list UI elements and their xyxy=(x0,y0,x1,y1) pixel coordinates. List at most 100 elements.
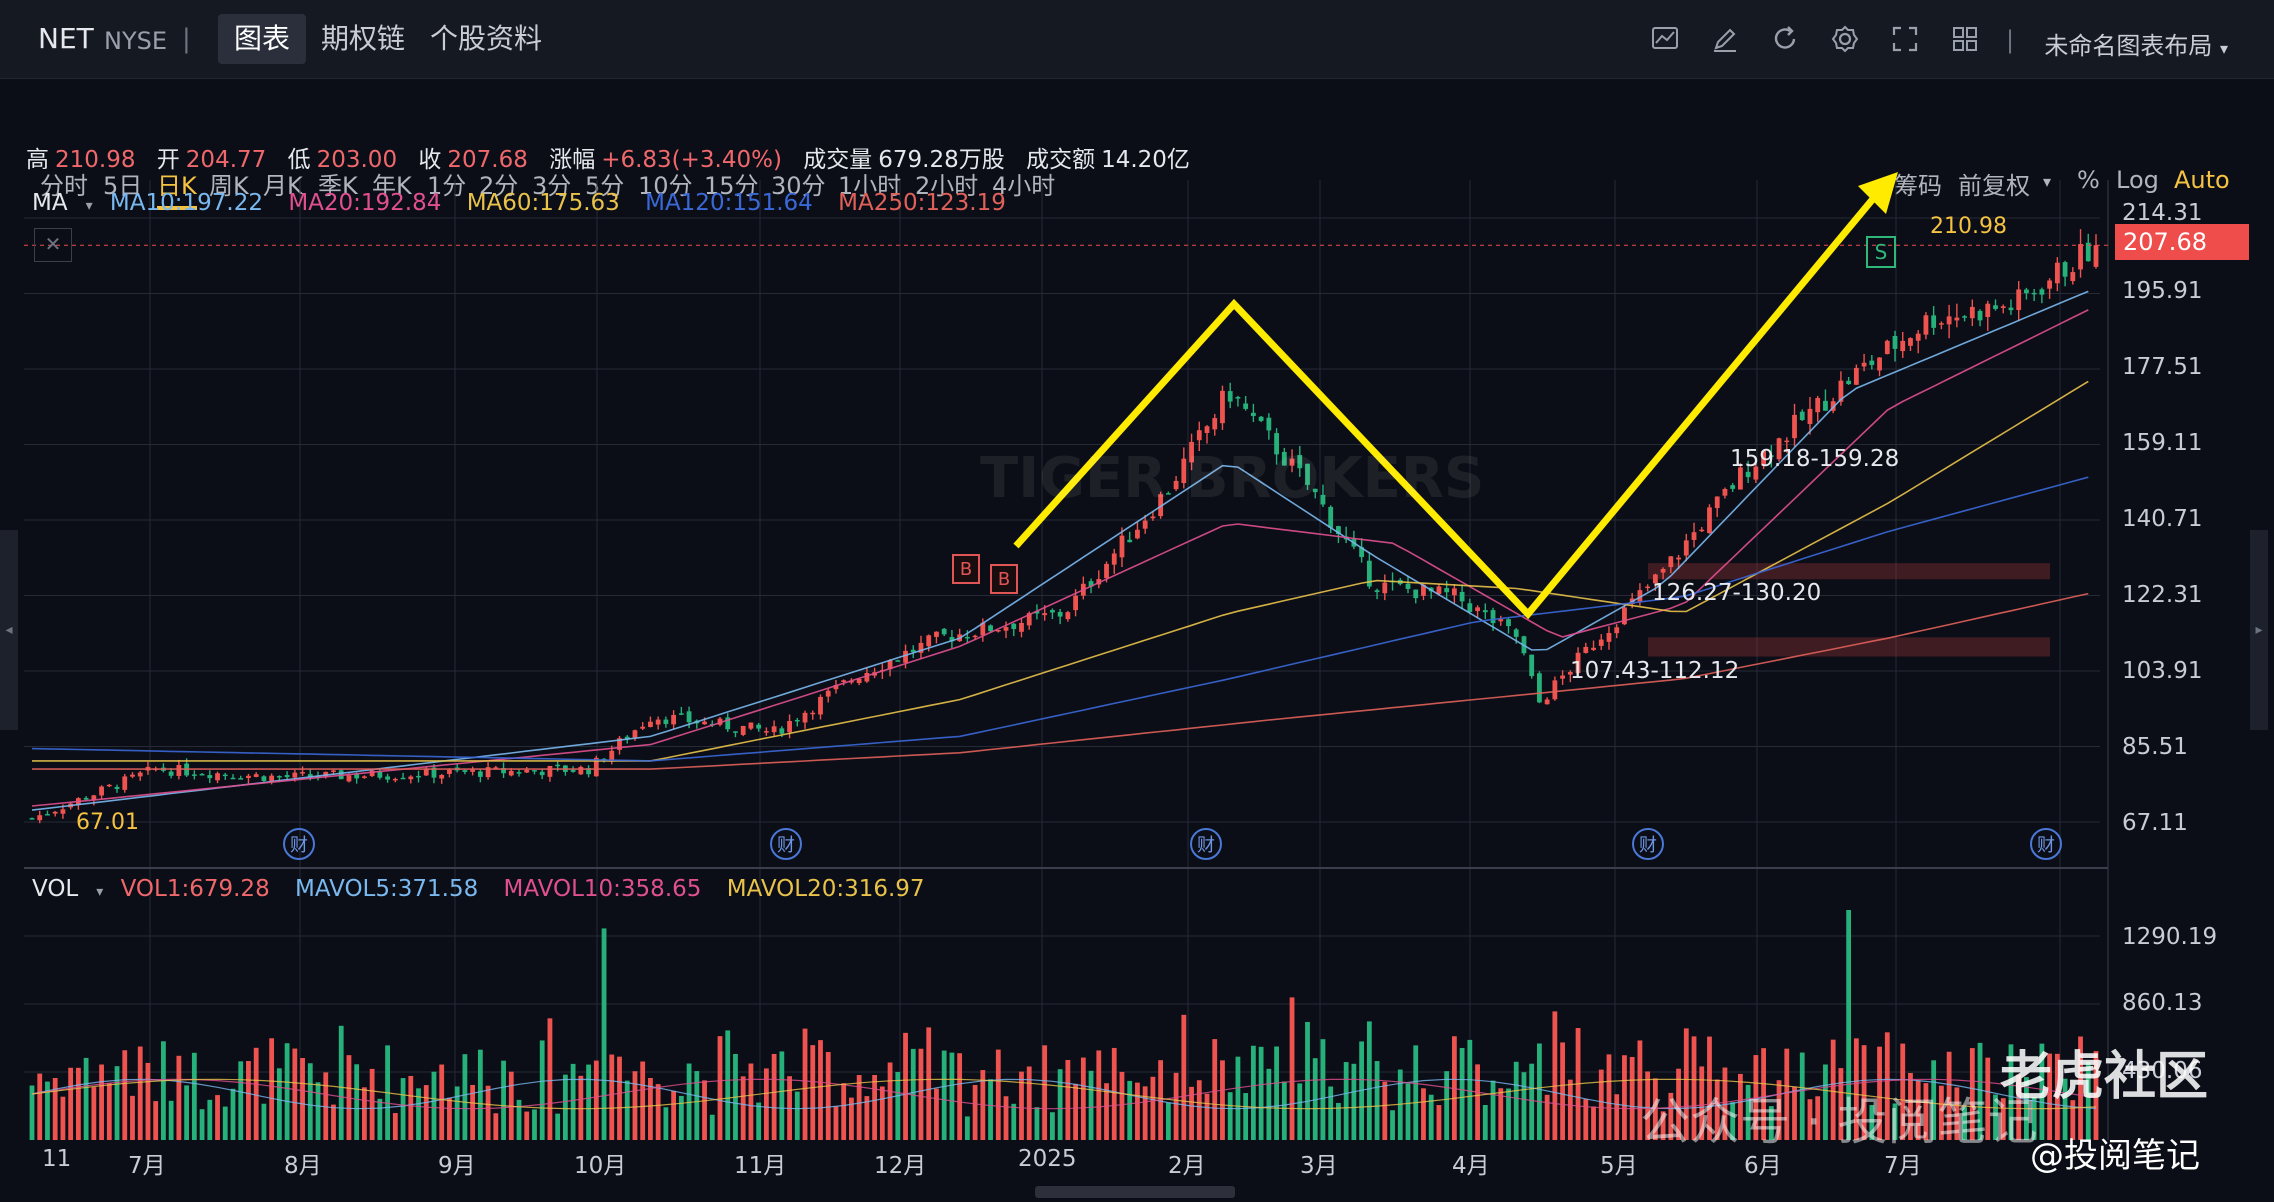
earnings-marker[interactable]: 财 xyxy=(2030,828,2062,860)
candle-body xyxy=(717,718,723,725)
period-30min[interactable]: 30分 xyxy=(771,172,826,200)
volume-bar xyxy=(2054,1053,2060,1140)
earnings-marker[interactable]: 财 xyxy=(770,828,802,860)
tab-profile[interactable]: 个股资料 xyxy=(430,22,543,55)
log-toggle[interactable]: Log xyxy=(2116,166,2159,194)
volume-bar xyxy=(1351,1063,1357,1140)
period-2hour[interactable]: 2小时 xyxy=(915,172,979,200)
candle-body xyxy=(1622,607,1627,625)
chips-button[interactable]: 筹码 xyxy=(1894,172,1942,200)
candle-body xyxy=(1668,556,1674,568)
sell-marker[interactable]: S xyxy=(1866,236,1896,268)
candle-body xyxy=(1815,397,1821,413)
volume-bar xyxy=(45,1081,50,1140)
period-10min[interactable]: 10分 xyxy=(638,172,693,200)
volume-bar xyxy=(1065,1059,1071,1140)
fullscreen-icon[interactable] xyxy=(1888,22,1922,56)
volume-bar xyxy=(524,1111,530,1140)
candle-body xyxy=(1598,639,1604,646)
period-15min[interactable]: 15分 xyxy=(704,172,759,200)
candle-body xyxy=(369,770,375,777)
volume-bar xyxy=(68,1067,74,1140)
buy-marker[interactable]: B xyxy=(952,554,980,584)
chevron-down-icon[interactable]: ▾ xyxy=(96,884,104,900)
candle-body xyxy=(2031,292,2037,295)
volume-value: 679.28万股 xyxy=(878,147,1005,173)
period-intraday[interactable]: 分时 xyxy=(40,172,88,200)
period-1hour[interactable]: 1小时 xyxy=(838,172,902,200)
volume-bar xyxy=(1096,1050,1102,1140)
candle-body xyxy=(246,775,251,778)
period-quarterly[interactable]: 季K xyxy=(318,172,358,200)
candle-body xyxy=(2070,272,2076,282)
volume-bar xyxy=(1799,1052,1805,1140)
refresh-icon[interactable] xyxy=(1768,22,1802,56)
tab-options-chain[interactable]: 期权链 xyxy=(321,22,406,55)
period-weekly[interactable]: 周K xyxy=(209,172,249,200)
ma-label[interactable]: MA xyxy=(32,190,68,216)
layout-grid-icon[interactable] xyxy=(1948,22,1982,56)
volume-bar xyxy=(1606,1054,1612,1140)
candle-body xyxy=(748,722,754,729)
volume-bar xyxy=(872,1075,878,1140)
period-high-label: 210.98 xyxy=(1930,214,2007,239)
earnings-marker[interactable]: 财 xyxy=(283,828,315,860)
volume-bar xyxy=(1560,1042,1566,1140)
candle-body xyxy=(1088,581,1094,587)
vol-label[interactable]: VOL xyxy=(32,876,79,902)
period-monthly[interactable]: 月K xyxy=(263,172,303,200)
volume-bar xyxy=(1552,1011,1558,1140)
candle-body xyxy=(1977,310,1983,321)
settings-icon[interactable] xyxy=(1828,22,1862,56)
indicator-icon[interactable] xyxy=(1648,22,1682,56)
period-5min[interactable]: 5分 xyxy=(585,172,625,200)
volume-bar xyxy=(1768,1106,1774,1140)
x-tick: 8月 xyxy=(284,1153,322,1179)
candle-body xyxy=(1196,430,1202,441)
volume-label: 成交量 xyxy=(803,147,873,173)
horizontal-scrollbar[interactable] xyxy=(1035,1186,1235,1198)
volume-bar xyxy=(1312,1058,1318,1140)
candle-body xyxy=(1954,317,1960,321)
candle-body xyxy=(1281,451,1287,466)
earnings-marker[interactable]: 财 xyxy=(1632,828,1664,860)
candle-body xyxy=(1591,647,1596,650)
volume-bar xyxy=(740,1076,746,1140)
volume-bar xyxy=(1830,1039,1836,1140)
period-5day[interactable]: 5日 xyxy=(103,172,143,200)
candle-body xyxy=(1042,613,1048,616)
scroll-right-handle[interactable]: ▸ xyxy=(2250,530,2268,730)
period-3min[interactable]: 3分 xyxy=(532,172,572,200)
chevron-down-icon[interactable]: ▾ xyxy=(85,198,93,214)
scroll-left-handle[interactable]: ◂ xyxy=(0,530,18,730)
volume-bar xyxy=(184,1085,190,1140)
buy-marker[interactable]: B xyxy=(990,564,1018,594)
volume-bar xyxy=(663,1107,669,1140)
volume-bar xyxy=(1614,1094,1620,1140)
draw-icon[interactable] xyxy=(1708,22,1742,56)
candle-body xyxy=(1235,396,1241,399)
percent-toggle[interactable]: % xyxy=(2077,166,2100,194)
candle-body xyxy=(810,712,816,715)
period-2min[interactable]: 2分 xyxy=(479,172,519,200)
candle-body xyxy=(1946,316,1952,325)
x-tick: 2025 xyxy=(1018,1146,1077,1172)
volume-bar xyxy=(1877,1046,1882,1140)
earnings-marker[interactable]: 财 xyxy=(1190,828,1222,860)
period-yearly[interactable]: 年K xyxy=(372,172,412,200)
volume-bar xyxy=(964,1116,970,1140)
auto-toggle[interactable]: Auto xyxy=(2174,166,2230,194)
period-4hour[interactable]: 4小时 xyxy=(992,172,1056,200)
candle-body xyxy=(1552,680,1558,700)
candle-body xyxy=(1274,433,1279,455)
volume-bar xyxy=(725,1030,731,1140)
close-icon[interactable]: ✕ xyxy=(34,228,72,262)
ma-legend: MA ▾ MA10:197.22 MA20:192.84 MA60:175.63 … xyxy=(32,190,1024,216)
adjust-select[interactable]: 前复权 xyxy=(1958,172,2030,200)
layout-select[interactable]: 未命名图表布局 ▾ xyxy=(2044,26,2228,61)
period-daily[interactable]: 日K xyxy=(157,172,197,200)
tab-chart[interactable]: 图表 xyxy=(218,14,307,64)
period-1min[interactable]: 1分 xyxy=(427,172,467,200)
volume-bar xyxy=(1467,1039,1473,1140)
